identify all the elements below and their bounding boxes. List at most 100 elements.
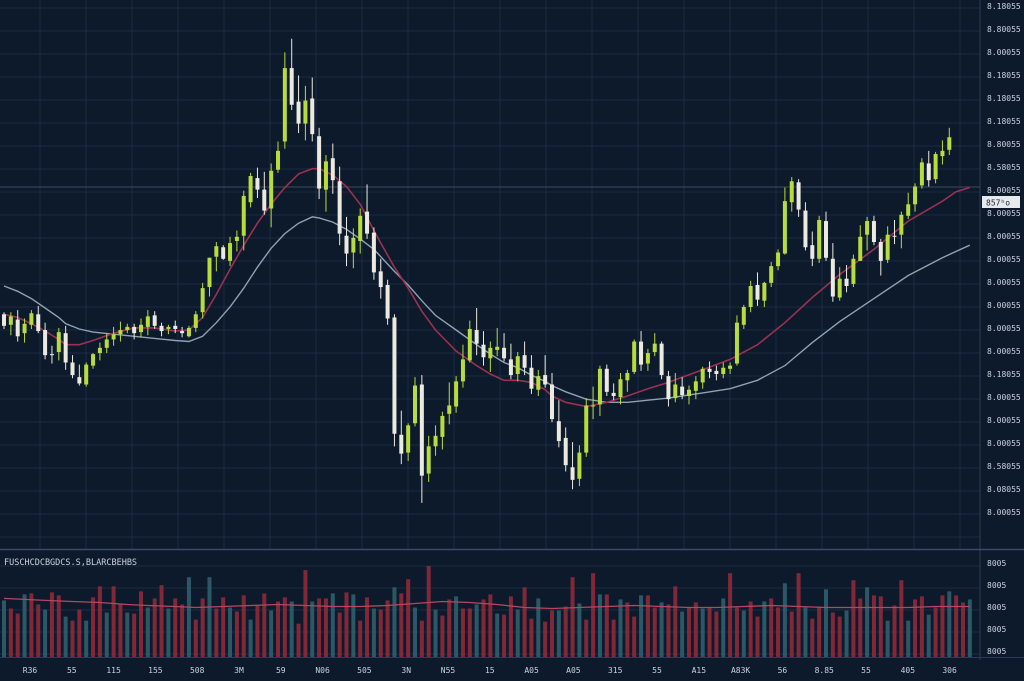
candle-body xyxy=(365,211,370,234)
candle-body xyxy=(769,266,774,283)
candle-body xyxy=(577,452,582,479)
volume-bar xyxy=(556,610,561,657)
volume-bar xyxy=(330,593,335,657)
volume-bar xyxy=(29,593,34,657)
candle-body xyxy=(8,316,13,325)
time-axis-label: 155 xyxy=(148,666,163,675)
candle xyxy=(36,305,41,334)
candle xyxy=(488,341,493,372)
candle-body xyxy=(104,339,109,348)
candle xyxy=(2,312,6,329)
candle xyxy=(803,202,808,251)
volume-bars xyxy=(2,566,972,657)
volume-bar xyxy=(145,607,150,657)
volume-bar xyxy=(234,611,239,657)
candle xyxy=(824,211,828,261)
candle xyxy=(433,425,438,456)
candle-body xyxy=(680,386,685,395)
candle xyxy=(392,314,397,447)
time-axis: R36 55 115 155 508 3M 59 N06 505 3N N55 15 A05 A05 315… xyxy=(23,666,957,675)
price-axis-label: 8.18055 xyxy=(987,94,1021,103)
candle xyxy=(406,423,411,461)
candle-body xyxy=(262,189,267,211)
candle-body xyxy=(241,195,246,236)
price-axis-label: 8.08055 xyxy=(987,485,1021,494)
volume-bar xyxy=(214,608,219,657)
candle xyxy=(43,322,48,360)
volume-bar xyxy=(563,606,568,657)
candle-body xyxy=(659,343,664,376)
volume-bar xyxy=(700,608,705,657)
price-axis-label: 8.00055 xyxy=(987,301,1021,310)
candle xyxy=(221,245,226,260)
candle xyxy=(810,231,815,267)
volume-bar xyxy=(652,607,657,657)
candle-body xyxy=(755,284,760,300)
price-axis-label: 8.00055 xyxy=(987,324,1021,333)
candle xyxy=(536,369,541,397)
time-axis-label: 3M xyxy=(234,666,244,675)
candle-body xyxy=(878,242,883,261)
candle-body xyxy=(139,324,143,333)
volume-bar xyxy=(755,616,760,657)
candle-body xyxy=(351,237,356,253)
candle-body xyxy=(871,221,876,243)
volume-bar xyxy=(851,580,856,657)
candle xyxy=(467,320,472,363)
candle-body xyxy=(919,162,924,186)
volume-bar xyxy=(269,610,274,657)
volume-axis: 8005 8005 8005 8005 8005 xyxy=(987,559,1006,656)
candle-body xyxy=(56,332,61,353)
volume-bar xyxy=(77,609,82,657)
volume-bar xyxy=(433,609,438,657)
volume-bar xyxy=(817,606,822,657)
volume-bar xyxy=(200,598,205,657)
volume-bar xyxy=(536,598,541,657)
candle-body xyxy=(632,341,637,372)
volume-axis-label: 8005 xyxy=(987,559,1006,568)
candle xyxy=(104,333,109,354)
candle xyxy=(8,312,13,336)
volume-bar xyxy=(337,612,342,657)
candle-body xyxy=(289,68,294,105)
main-grid xyxy=(0,0,980,549)
candle-body xyxy=(63,333,68,363)
candle xyxy=(584,398,589,457)
volume-bar xyxy=(810,618,815,657)
candle-body xyxy=(426,446,431,474)
candle-body xyxy=(529,367,534,389)
candle-body xyxy=(296,101,301,124)
candle xyxy=(550,372,554,423)
candle-body xyxy=(652,343,657,353)
volume-bar xyxy=(70,620,75,657)
candle xyxy=(666,370,671,407)
candle xyxy=(200,282,205,319)
volume-bar xyxy=(522,587,527,657)
candle xyxy=(310,77,315,142)
candle xyxy=(337,166,342,246)
volume-bar xyxy=(392,587,397,657)
candle xyxy=(241,190,246,251)
candle-body xyxy=(892,235,897,237)
candle-body xyxy=(186,327,191,337)
candle xyxy=(234,230,239,252)
candle xyxy=(228,236,233,267)
candle-body xyxy=(49,354,54,356)
candle-body xyxy=(221,247,226,259)
candle-body xyxy=(474,330,479,344)
current-price-tag[interactable]: 857ʰo xyxy=(982,196,1020,208)
candle-body xyxy=(741,306,746,325)
candle xyxy=(207,257,212,297)
volume-bar xyxy=(776,607,781,657)
candle xyxy=(358,208,363,254)
price-axis-label: 8.00055 xyxy=(987,347,1021,356)
candle xyxy=(687,385,691,405)
candle xyxy=(474,308,479,356)
candle-body xyxy=(454,381,459,407)
candle xyxy=(399,410,404,465)
volume-bar xyxy=(180,604,185,657)
volume-bar xyxy=(871,595,876,657)
candle-body xyxy=(762,282,767,301)
candle xyxy=(180,326,185,338)
